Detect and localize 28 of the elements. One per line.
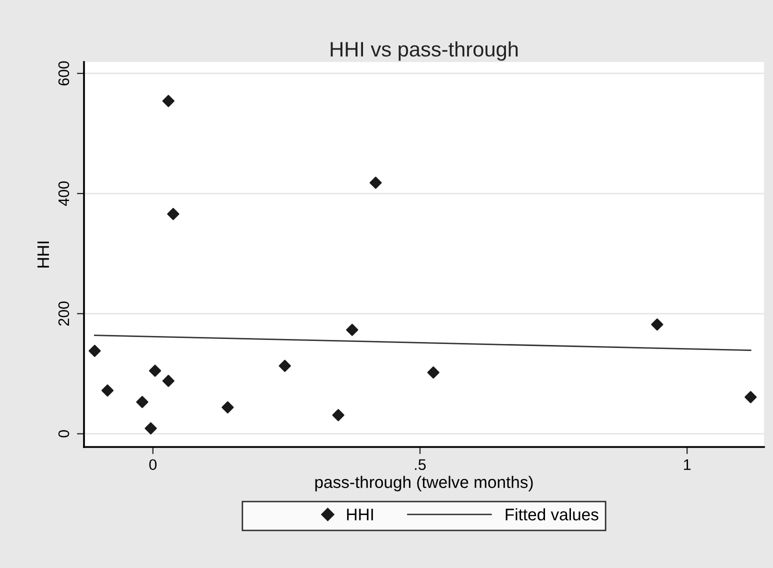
point — [744, 391, 757, 404]
point — [101, 384, 114, 397]
point — [88, 344, 101, 357]
y-tick-label: 0 — [58, 430, 70, 438]
x-tick-label: 0 — [149, 459, 157, 470]
point — [278, 360, 291, 372]
text: Fitted values — [506, 508, 598, 520]
point — [370, 176, 382, 189]
x-tick-label: .5 — [415, 459, 426, 470]
y-axis-title: HHI — [37, 242, 49, 268]
point — [144, 422, 157, 434]
y-tick-label: 600 — [58, 61, 70, 86]
point — [222, 401, 234, 414]
y-tick-label: 200 — [58, 302, 70, 326]
point — [162, 374, 174, 388]
chart-title: HHI vs pass-through — [330, 41, 518, 61]
point — [427, 366, 440, 379]
point — [167, 208, 180, 220]
x-tick-label: 1 — [684, 459, 691, 470]
point — [332, 409, 344, 422]
point — [346, 324, 358, 336]
point — [651, 318, 664, 331]
y-tick-label: 400 — [58, 181, 70, 206]
legend-label: HHI — [347, 508, 373, 520]
x-axis-title: pass-through (twelve months) — [315, 476, 533, 492]
point — [148, 364, 162, 377]
point — [162, 94, 174, 108]
point — [136, 396, 148, 408]
